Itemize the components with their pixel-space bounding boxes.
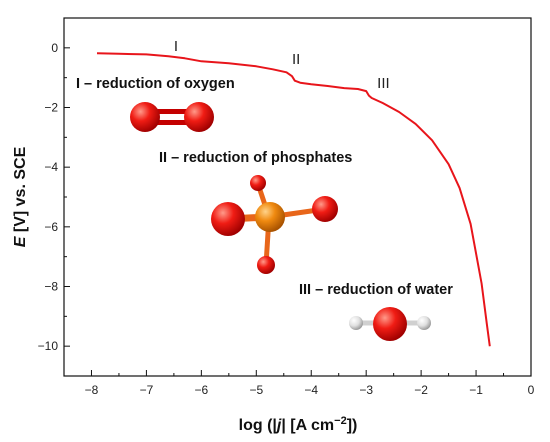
water-molecule-illustration	[349, 307, 431, 341]
y-tick-label: −10	[38, 339, 59, 353]
y-axis-title: E [V] vs. SCE	[12, 146, 29, 247]
annotation-water: III – reduction of water	[299, 282, 453, 298]
oxygen-molecule-illustration	[130, 102, 214, 132]
region-label-ii: II	[292, 51, 300, 68]
x-tick-label: 0	[528, 383, 535, 397]
y-tick-label: −4	[44, 160, 58, 174]
x-tick-label: −7	[140, 383, 154, 397]
x-tick-label: −1	[469, 383, 483, 397]
x-tick-label: −5	[249, 383, 263, 397]
x-tick-label: −8	[85, 383, 99, 397]
region-label-iii: III	[377, 75, 390, 92]
x-tick-label: −3	[359, 383, 373, 397]
y-axis-ticks: 0 −2 −4 −6 −8 −10	[38, 17, 70, 377]
y-tick-label: −6	[44, 220, 58, 234]
polarization-curve	[96, 52, 491, 347]
region-label-i: I	[174, 38, 178, 55]
annotation-oxygen: I – reduction of oxygen	[76, 76, 235, 92]
plot-frame	[63, 17, 532, 377]
x-tick-label: −6	[195, 383, 209, 397]
x-axis-ticks: −8 −7 −6 −5 −4 −3 −2 −1 0	[63, 370, 535, 397]
y-tick-label: −2	[44, 101, 58, 115]
y-tick-label: 0	[51, 41, 58, 55]
x-tick-label: −2	[414, 383, 428, 397]
x-tick-label: −4	[304, 383, 318, 397]
phosphate-molecule-illustration	[211, 175, 338, 274]
y-tick-label: −8	[44, 280, 58, 294]
annotation-phosphates: II – reduction of phosphates	[159, 150, 352, 166]
x-axis-title: log (|j| [A cm−2])	[239, 415, 358, 434]
